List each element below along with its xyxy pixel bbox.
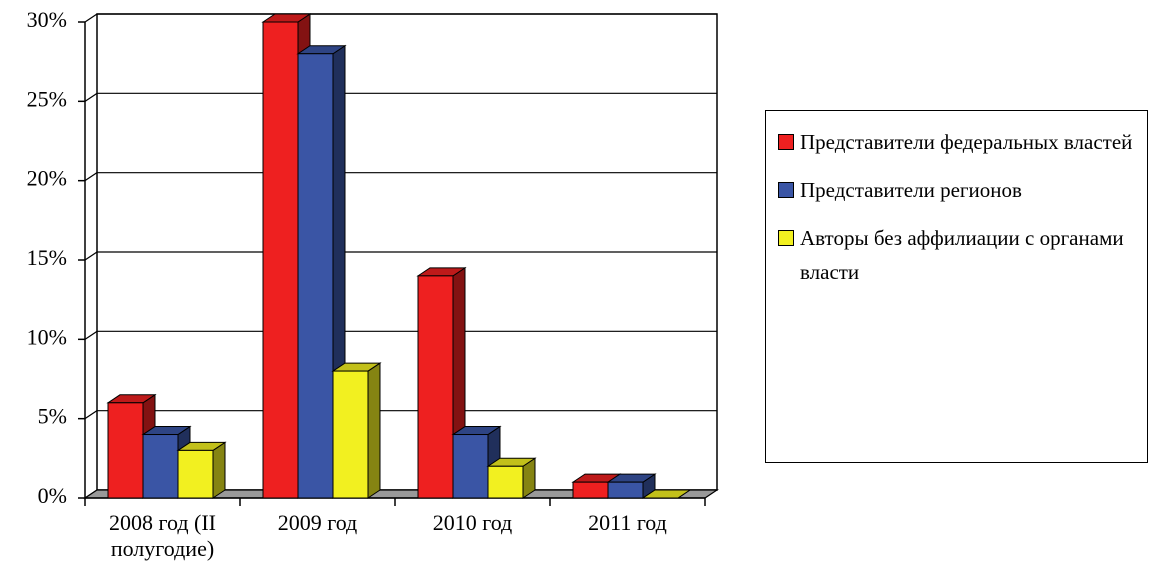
grid-line-side bbox=[84, 410, 98, 420]
y-tick-label: 15% bbox=[27, 245, 67, 270]
x-tick-label: 2011 год bbox=[588, 510, 667, 535]
y-tick-label: 5% bbox=[38, 404, 67, 429]
legend-swatch bbox=[778, 182, 794, 198]
grid-line-side bbox=[84, 330, 98, 340]
legend-swatch bbox=[778, 134, 794, 150]
legend-item: Авторы без аффилиации с органами власти bbox=[778, 221, 1135, 289]
bar bbox=[107, 402, 144, 499]
bar bbox=[177, 449, 214, 499]
bar bbox=[607, 481, 644, 499]
bar-top bbox=[641, 489, 692, 499]
bar bbox=[487, 465, 524, 499]
bar bbox=[572, 481, 609, 499]
legend-label: Представители регионов bbox=[800, 178, 1022, 202]
bar bbox=[142, 434, 179, 499]
bar-side bbox=[367, 362, 381, 499]
grid-line-side bbox=[84, 92, 98, 102]
legend-item: Представители федеральных властей bbox=[778, 125, 1135, 159]
legend-label: Представители федеральных властей bbox=[800, 130, 1133, 154]
grid-line-side bbox=[84, 13, 98, 23]
grid-line-side bbox=[84, 172, 98, 182]
bar bbox=[262, 21, 299, 499]
legend: Представители федеральных властей Предста… bbox=[765, 110, 1148, 463]
bar-side bbox=[212, 441, 226, 499]
bar bbox=[417, 275, 454, 499]
grid-line-side bbox=[84, 251, 98, 261]
bar bbox=[332, 370, 369, 499]
x-tick-label: 2008 год (II полугодие) bbox=[108, 510, 216, 561]
legend-swatch bbox=[778, 230, 794, 246]
y-tick-label: 20% bbox=[27, 166, 67, 191]
legend-label: Авторы без аффилиации с органами власти bbox=[800, 226, 1124, 284]
y-tick-label: 30% bbox=[27, 7, 67, 32]
x-tick-label: 2010 год bbox=[432, 510, 513, 535]
y-tick-label: 10% bbox=[27, 324, 67, 349]
y-tick-label: 0% bbox=[38, 483, 67, 508]
legend-item: Представители регионов bbox=[778, 173, 1135, 207]
bar bbox=[297, 53, 334, 499]
x-tick-label: 2009 год bbox=[277, 510, 358, 535]
bar bbox=[452, 434, 489, 499]
y-tick-label: 25% bbox=[27, 86, 67, 111]
